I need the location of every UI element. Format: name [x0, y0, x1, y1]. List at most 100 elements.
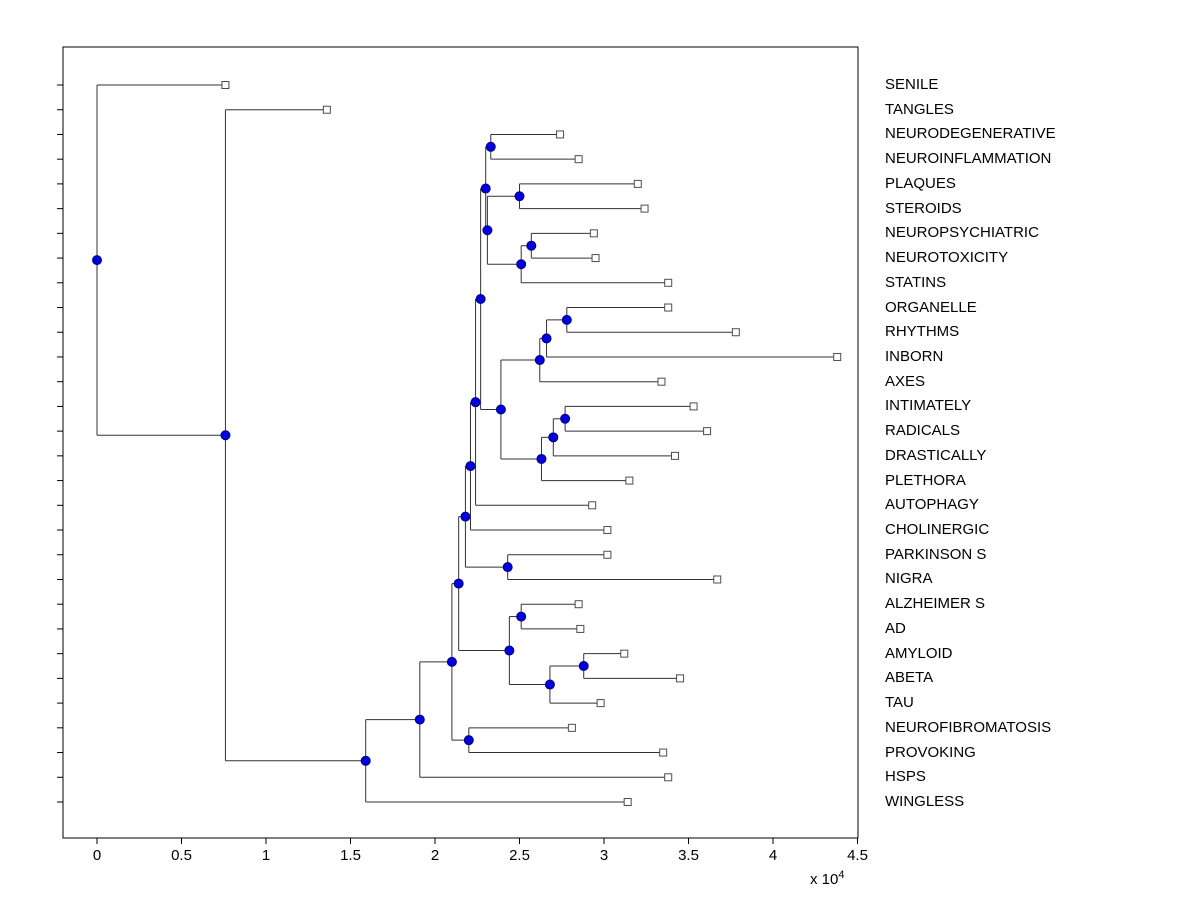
internal-node-marker[interactable]: [485, 141, 496, 152]
leaf-label: PLAQUES: [885, 174, 956, 192]
x-axis-multiplier-exponent: 4: [838, 869, 845, 881]
leaf-node-marker[interactable]: [322, 105, 331, 114]
internal-node-marker[interactable]: [360, 755, 371, 766]
leaf-node-marker[interactable]: [689, 402, 698, 411]
internal-node-marker[interactable]: [560, 413, 571, 424]
internal-node-marker[interactable]: [92, 255, 102, 266]
internal-node-marker[interactable]: [475, 294, 486, 305]
x-tick-label: 4.5: [847, 847, 868, 864]
leaf-node-marker[interactable]: [659, 748, 668, 757]
internal-node-marker[interactable]: [516, 611, 527, 622]
x-tick-label: 1: [261, 847, 271, 864]
internal-node-marker[interactable]: [460, 511, 471, 522]
internal-node-marker[interactable]: [463, 735, 474, 746]
internal-node-marker[interactable]: [480, 183, 491, 194]
leaf-label: PARKINSON S: [885, 545, 987, 563]
x-tick-label: 0: [92, 847, 102, 864]
internal-node-marker[interactable]: [446, 656, 457, 667]
internal-node-marker[interactable]: [578, 661, 589, 672]
x-tick-label: 0.5: [171, 847, 192, 864]
leaf-node-marker[interactable]: [574, 600, 583, 609]
x-tick-label: 2: [430, 847, 440, 864]
internal-node-marker[interactable]: [495, 404, 506, 415]
internal-node-marker[interactable]: [544, 679, 555, 690]
leaf-label: AMYLOID: [885, 644, 953, 662]
leaf-node-marker[interactable]: [567, 723, 576, 732]
leaf-label: RADICALS: [885, 422, 961, 440]
leaf-label: NEUROPSYCHIATRIC: [885, 224, 1039, 242]
leaf-label: STEROIDS: [885, 199, 962, 217]
leaf-label: NEUROINFLAMMATION: [885, 150, 1052, 168]
internal-node-marker[interactable]: [482, 225, 493, 236]
leaf-node-marker[interactable]: [625, 476, 634, 485]
internal-node-marker[interactable]: [541, 333, 552, 344]
leaf-node-marker[interactable]: [588, 501, 597, 510]
x-axis-multiplier-label: x 104: [810, 869, 844, 888]
leaf-label: STATINS: [885, 273, 947, 291]
internal-node-marker[interactable]: [516, 259, 527, 270]
internal-node-marker[interactable]: [453, 578, 464, 589]
leaf-node-marker[interactable]: [574, 155, 583, 164]
plot-box: [62, 46, 859, 839]
leaf-node-marker[interactable]: [664, 278, 673, 287]
internal-node-marker[interactable]: [526, 240, 537, 251]
leaf-label: TAU: [885, 694, 914, 712]
leaf-node-marker[interactable]: [633, 179, 642, 188]
leaf-node-marker[interactable]: [556, 130, 565, 139]
leaf-label: AUTOPHAGY: [885, 496, 979, 514]
internal-node-marker[interactable]: [414, 714, 425, 725]
leaf-node-marker[interactable]: [576, 624, 585, 633]
leaf-node-marker[interactable]: [603, 526, 612, 535]
internal-node-marker[interactable]: [548, 432, 559, 443]
leaf-node-marker[interactable]: [589, 229, 598, 238]
leaf-node-marker[interactable]: [713, 575, 722, 584]
leaf-label: SENILE: [885, 76, 939, 93]
x-tick-label: 2.5: [509, 847, 530, 864]
leaf-label: ALZHEIMER S: [885, 595, 986, 613]
leaf-label: PROVOKING: [885, 743, 976, 761]
leaf-label: AD: [885, 619, 906, 637]
x-tick-label: 4: [768, 847, 778, 864]
leaf-label: ORGANELLE: [885, 298, 977, 316]
leaf-node-marker[interactable]: [670, 451, 679, 460]
leaf-label: PLETHORA: [885, 471, 966, 489]
leaf-node-marker[interactable]: [676, 674, 685, 683]
internal-node-marker[interactable]: [502, 562, 513, 573]
leaf-label: INBORN: [885, 347, 944, 365]
internal-node-marker[interactable]: [534, 355, 545, 366]
leaf-label: TANGLES: [885, 100, 954, 118]
leaf-node-marker[interactable]: [703, 427, 712, 436]
leaf-node-marker[interactable]: [664, 773, 673, 782]
leaf-label: ABETA: [885, 669, 934, 687]
leaf-node-marker[interactable]: [596, 699, 605, 708]
leaf-node-marker[interactable]: [640, 204, 649, 213]
x-tick-label: 3: [599, 847, 609, 864]
leaf-label: DRASTICALLY: [885, 446, 987, 464]
leaf-node-marker[interactable]: [731, 328, 740, 337]
leaf-label: WINGLESS: [885, 792, 965, 810]
x-axis-multiplier-base: x 10: [810, 871, 839, 888]
leaf-label: NIGRA: [885, 570, 933, 588]
internal-node-marker[interactable]: [514, 191, 525, 202]
leaf-node-marker[interactable]: [657, 377, 666, 386]
leaf-label: NEUROTOXICITY: [885, 249, 1009, 267]
leaf-label: NEURODEGENERATIVE: [885, 125, 1056, 143]
leaf-node-marker[interactable]: [603, 550, 612, 559]
internal-node-marker[interactable]: [220, 430, 231, 441]
internal-node-marker[interactable]: [561, 314, 572, 325]
leaf-node-marker[interactable]: [591, 254, 600, 263]
internal-node-marker[interactable]: [504, 645, 515, 656]
leaf-node-marker[interactable]: [620, 649, 629, 658]
internal-node-marker[interactable]: [470, 397, 481, 408]
leaf-node-marker[interactable]: [833, 352, 842, 361]
leaf-node-marker[interactable]: [623, 797, 632, 806]
leaf-node-marker[interactable]: [664, 303, 673, 312]
leaf-label: NEUROFIBROMATOSIS: [885, 718, 1052, 736]
x-tick-label: 3.5: [678, 847, 699, 864]
internal-node-marker[interactable]: [465, 461, 476, 472]
leaf-node-marker[interactable]: [221, 81, 230, 89]
internal-node-marker[interactable]: [536, 453, 547, 464]
leaf-label: RHYTHMS: [885, 323, 960, 341]
